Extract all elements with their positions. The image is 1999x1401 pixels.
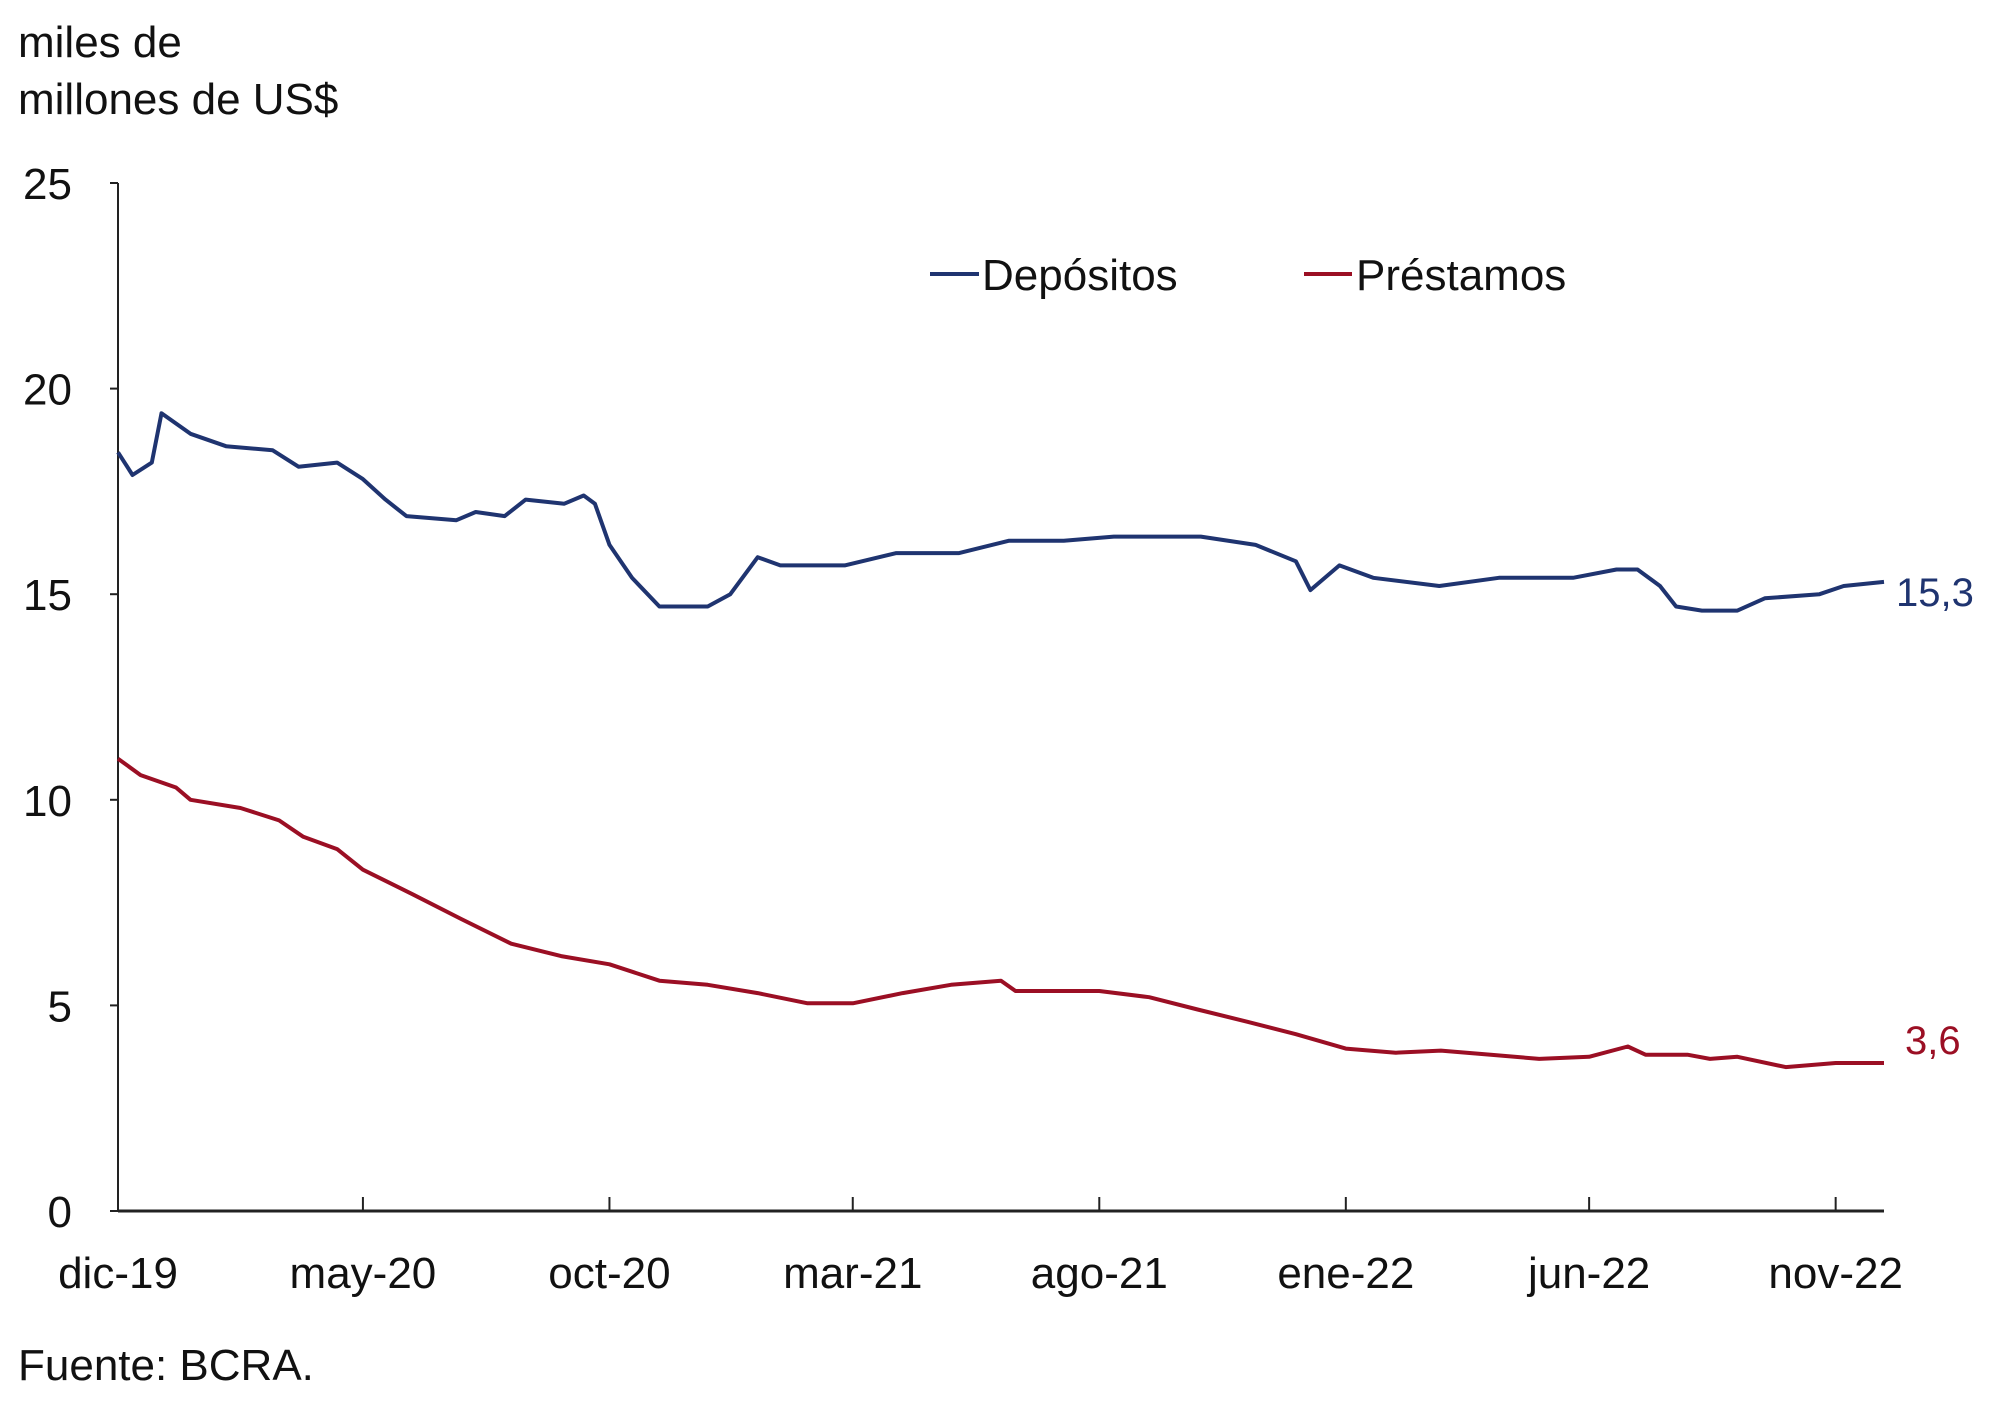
y-tick-label: 15 [23,571,72,620]
x-tick-label: jun-22 [1526,1249,1650,1298]
x-tick-label: nov-22 [1768,1249,1903,1298]
x-tick-label: ago-21 [1031,1249,1168,1298]
legend-label-depositos: Depósitos [982,251,1178,300]
end-label-prestamos: 3,6 [1905,1019,1961,1063]
axes: 0 5 10 15 20 25 dic-19 may-20 oct-20 mar-21 ago-21… [23,160,1903,1298]
series-lines [116,411,1885,1070]
x-tick-label: oct-20 [548,1249,670,1298]
x-tick-label: mar-21 [783,1249,922,1298]
y-tick-label: 10 [23,777,72,826]
legend: Depósitos Préstamos [930,251,1566,300]
x-tick-label: ene-22 [1277,1249,1414,1298]
y-tick-label: 5 [48,982,72,1031]
source-note: Fuente: BCRA. [18,1341,314,1390]
y-tick-label: 25 [23,160,72,209]
y-tick-label: 20 [23,366,72,415]
y-axis-label-line1: miles de [18,18,182,67]
y-axis-label-line2: millones de US$ [18,75,338,124]
series-line-depositos [116,411,1885,613]
x-tick-label: may-20 [290,1249,437,1298]
end-label-depositos: 15,3 [1896,571,1974,615]
y-tick-label: 0 [48,1188,72,1237]
legend-label-prestamos: Préstamos [1356,251,1566,300]
x-tick-label: dic-19 [58,1249,178,1298]
series-line-prestamos [116,757,1884,1070]
